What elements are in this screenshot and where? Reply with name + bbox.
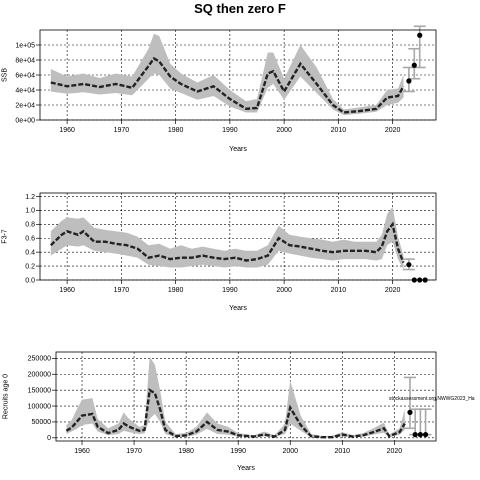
f-xtick-label-3: 1990 bbox=[222, 287, 238, 294]
recruits-ytick-label-1: 50000 bbox=[32, 419, 52, 426]
recruits-projection-point-3 bbox=[422, 432, 429, 438]
f-estimate-line bbox=[49, 221, 405, 264]
ssb-projection-point-1 bbox=[411, 62, 417, 68]
f-yaxis-title: F3-7 bbox=[2, 229, 9, 244]
f-xtick-label-1: 1970 bbox=[114, 287, 130, 294]
recruits-ytick-label-4: 200000 bbox=[28, 372, 51, 379]
ssb-projection-point-2 bbox=[417, 32, 423, 38]
recruits-xtick-label-2: 1980 bbox=[178, 448, 194, 455]
ssb-xtick-label-0: 1960 bbox=[59, 127, 75, 134]
recruits-xtick-label-6: 2020 bbox=[387, 448, 403, 455]
f-ytick-label-5: 1.0 bbox=[25, 208, 35, 215]
f-ytick-label-0: 0.0 bbox=[25, 277, 35, 284]
ssb-estimate-line bbox=[50, 56, 405, 114]
f-ytick-label-1: 0.2 bbox=[25, 263, 35, 270]
f-xtick-label-4: 2000 bbox=[276, 287, 292, 294]
f-ytick-label-6: 1.2 bbox=[25, 194, 35, 201]
f-ytick-label-2: 0.4 bbox=[25, 249, 35, 256]
recruits-plot-frame bbox=[55, 351, 437, 442]
ssb-xtick-label-6: 2020 bbox=[385, 127, 401, 134]
ssb-ytick-label-0: 0e+00 bbox=[15, 117, 35, 124]
ssb-xtick-label-5: 2010 bbox=[331, 127, 347, 134]
f-xaxis-title: Years bbox=[229, 305, 247, 312]
ssb-xtick-label-3: 1990 bbox=[222, 127, 238, 134]
ssb-xtick-label-2: 1980 bbox=[168, 127, 184, 134]
ssb-xtick-label-1: 1970 bbox=[114, 127, 130, 134]
recruits-xtick-label-5: 2010 bbox=[335, 448, 351, 455]
f-plot-frame bbox=[39, 192, 437, 281]
ssb-confidence-band bbox=[50, 33, 404, 116]
recruits-ytick-label-5: 250000 bbox=[28, 356, 51, 363]
ssb-ytick-label-5: 1e+05 bbox=[15, 42, 35, 49]
recruits-watermark-annotation: stockassessment.org,NWWG2023_Ha bbox=[389, 396, 475, 402]
recruits-xtick-label-3: 1990 bbox=[230, 448, 246, 455]
recruits-estimate-line bbox=[65, 388, 406, 439]
f-xtick-label-6: 2020 bbox=[385, 287, 401, 294]
f-xtick-label-5: 2010 bbox=[331, 287, 347, 294]
recruits-ytick-label-2: 100000 bbox=[28, 403, 51, 410]
recruits-xtick-label-1: 1970 bbox=[126, 448, 142, 455]
ssb-panel: 1960 1970 1980 1990 2000 2010 2020 0e+00 2e+04 4e… bbox=[2, 25, 437, 153]
figure-title: SQ then zero F bbox=[194, 1, 286, 16]
fishing-mortality-panel: 1960 1970 1980 1990 2000 2010 2020 0.0 0.2 0.4 0.6… bbox=[2, 192, 437, 312]
f-ytick-label-3: 0.6 bbox=[25, 236, 35, 243]
ssb-ytick-label-1: 2e+04 bbox=[15, 102, 35, 109]
f-confidence-band bbox=[50, 206, 404, 270]
recruits-projection-point-2 bbox=[417, 432, 423, 438]
recruits-ytick-label-3: 150000 bbox=[28, 387, 51, 394]
f-ytick-label-4: 0.8 bbox=[25, 222, 35, 229]
recruits-projection-point-0 bbox=[407, 409, 413, 415]
recruits-xtick-label-0: 1960 bbox=[74, 448, 90, 455]
recruits-xaxis-title: Years bbox=[237, 465, 255, 472]
recruits-xtick-label-4: 2000 bbox=[282, 448, 298, 455]
f-projection-point-0 bbox=[406, 262, 412, 268]
recruits-projection-point-1 bbox=[412, 432, 418, 438]
ssb-ytick-label-4: 8e+04 bbox=[15, 57, 35, 64]
ssb-projection-point-0 bbox=[406, 78, 412, 84]
recruits-ytick-label-0: 0 bbox=[47, 435, 51, 442]
ssb-xaxis-title: Years bbox=[229, 146, 247, 153]
f-xtick-label-0: 1960 bbox=[59, 287, 75, 294]
recruits-yaxis-title: Recruits age 0 bbox=[3, 374, 10, 419]
ssb-yaxis-title: SSB bbox=[2, 68, 9, 82]
recruits-confidence-band bbox=[66, 356, 405, 438]
f-xtick-label-2: 1980 bbox=[168, 287, 184, 294]
recruitment-panel: 1960 1970 1980 1990 2000 2010 2020 0 50000 100000… bbox=[3, 351, 475, 472]
ssb-ytick-label-2: 4e+04 bbox=[15, 87, 35, 94]
ssb-ytick-label-3: 6e+04 bbox=[15, 72, 35, 79]
ssb-xtick-label-4: 2000 bbox=[276, 127, 292, 134]
